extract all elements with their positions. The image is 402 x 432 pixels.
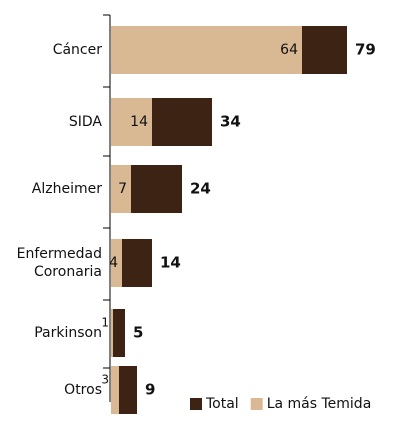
value-label-total: 14 xyxy=(160,254,181,272)
value-label-total: 9 xyxy=(145,381,155,399)
legend-swatch xyxy=(190,398,202,410)
value-label-temida: 4 xyxy=(109,255,118,271)
category-label: Parkinson xyxy=(34,325,102,341)
bar-temida xyxy=(111,309,113,357)
value-label-temida: 64 xyxy=(280,42,298,58)
value-label-temida: 14 xyxy=(130,114,148,130)
value-label-total: 5 xyxy=(133,324,143,342)
value-label-temida: 7 xyxy=(118,181,127,197)
category-label: Otros xyxy=(64,382,102,398)
bar-temida xyxy=(111,239,122,287)
legend-label: La más Temida xyxy=(267,396,372,412)
value-label-temida: 1 xyxy=(101,316,109,330)
bar-total xyxy=(111,309,125,357)
category-label: Alzheimer xyxy=(31,181,102,197)
value-label-temida: 3 xyxy=(101,373,109,387)
value-label-total: 79 xyxy=(355,41,376,59)
bar-temida xyxy=(111,165,131,213)
bar-temida xyxy=(111,26,302,74)
value-label-total: 24 xyxy=(190,180,211,198)
category-label: SIDA xyxy=(68,114,102,130)
value-label-total: 34 xyxy=(220,113,241,131)
bar-temida xyxy=(111,98,152,146)
category-label: Enfermedad Coronaria xyxy=(16,246,102,280)
category-label: Cáncer xyxy=(52,42,102,58)
bar-temida xyxy=(111,366,119,414)
legend-label: Total xyxy=(205,396,239,412)
legend-swatch xyxy=(250,398,263,410)
